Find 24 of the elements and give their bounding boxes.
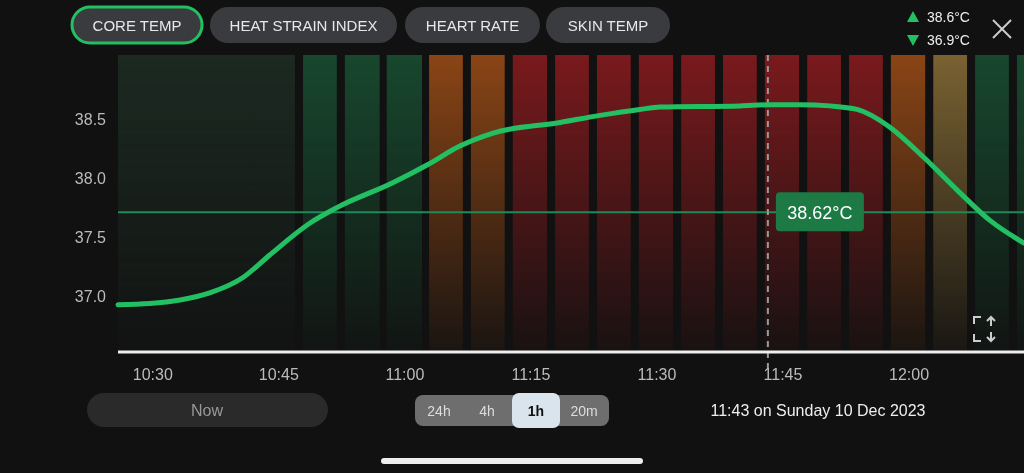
text: HEART RATE [425,17,520,34]
text: 36.9°C [927,32,970,48]
text: 1h [527,403,545,419]
text: 4h [479,403,495,419]
text: HEAT STRAIN INDEX [229,17,378,34]
x-tick-label: 11:30 [637,366,677,383]
text: 11:43 on Sunday 10 Dec 2023 [710,402,926,419]
x-tick-label: 10:30 [132,366,173,383]
annotation: 38.62°C [787,203,853,224]
text: 38.6°C [927,9,970,25]
chart-title: CORE TEMP [92,17,182,34]
text: 20m [570,403,598,419]
x-tick-label: 11:15 [511,366,551,383]
text: 24h [427,403,451,419]
x-tick-label: 10:45 [258,366,299,383]
y-tick-label: 38.5 [74,110,107,128]
text: SKIN TEMP [567,17,649,34]
y-tick-label: 37.0 [74,288,107,306]
text: Now [190,402,224,419]
x-tick-label: 11:00 [385,366,425,383]
y-tick-label: 37.5 [74,229,107,247]
x-tick-label: 12:00 [889,366,930,383]
y-tick-label: 38.0 [74,170,107,188]
x-tick-label: 11:45 [763,366,803,383]
